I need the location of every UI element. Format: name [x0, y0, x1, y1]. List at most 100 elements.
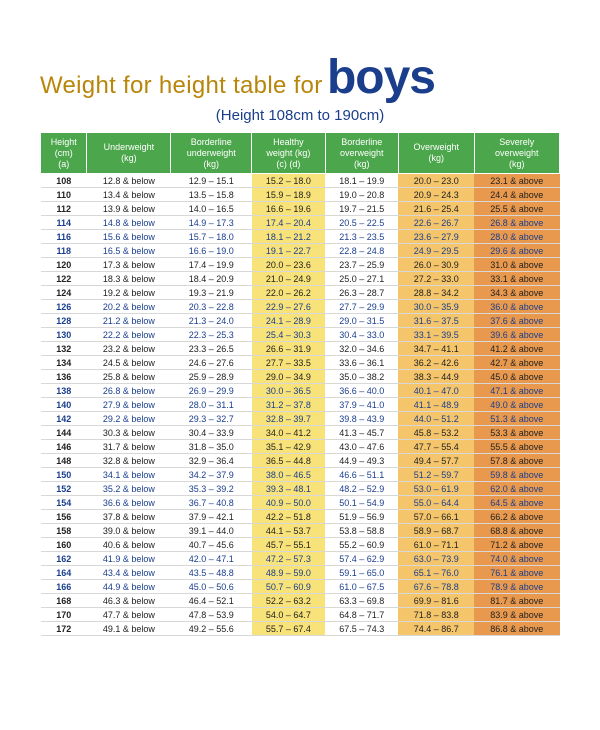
table-row: 13826.8 & below26.9 – 29.930.0 – 36.536.…: [41, 384, 560, 398]
value-cell: 31.7 & below: [87, 440, 171, 454]
value-cell: 32.0 – 34.6: [325, 342, 398, 356]
value-cell: 15.7 – 18.0: [171, 230, 252, 244]
value-cell: 36.7 – 40.8: [171, 496, 252, 510]
value-cell: 24.1 – 28.9: [252, 314, 325, 328]
value-cell: 83.9 & above: [474, 608, 559, 622]
value-cell: 15.9 – 18.9: [252, 188, 325, 202]
value-cell: 45.8 – 53.2: [398, 426, 474, 440]
page-title: Weight for height table for boys: [40, 50, 560, 105]
title-emphasis: boys: [327, 51, 435, 104]
value-cell: 14.9 – 17.3: [171, 216, 252, 230]
value-cell: 37.6 & above: [474, 314, 559, 328]
value-cell: 24.9 – 29.5: [398, 244, 474, 258]
value-cell: 39.3 – 48.1: [252, 482, 325, 496]
height-cell: 130: [41, 328, 87, 342]
value-cell: 33.1 – 39.5: [398, 328, 474, 342]
value-cell: 65.1 – 76.0: [398, 566, 474, 580]
value-cell: 27.7 – 33.5: [252, 356, 325, 370]
table-row: 16443.4 & below43.5 – 48.848.9 – 59.059.…: [41, 566, 560, 580]
height-cell: 138: [41, 384, 87, 398]
value-cell: 61.0 – 71.1: [398, 538, 474, 552]
value-cell: 63.0 – 73.9: [398, 552, 474, 566]
column-header: Underweight(kg): [87, 133, 171, 174]
value-cell: 20.9 – 24.3: [398, 188, 474, 202]
table-row: 11615.6 & below15.7 – 18.018.1 – 21.221.…: [41, 230, 560, 244]
value-cell: 63.3 – 69.8: [325, 594, 398, 608]
value-cell: 31.6 – 37.5: [398, 314, 474, 328]
value-cell: 37.9 – 41.0: [325, 398, 398, 412]
height-cell: 172: [41, 622, 87, 636]
column-header: Overweight(kg): [398, 133, 474, 174]
height-cell: 142: [41, 412, 87, 426]
value-cell: 25.5 & above: [474, 202, 559, 216]
value-cell: 22.6 – 26.7: [398, 216, 474, 230]
table-row: 15034.1 & below34.2 – 37.938.0 – 46.546.…: [41, 468, 560, 482]
value-cell: 46.4 – 52.1: [171, 594, 252, 608]
table-row: 14631.7 & below31.8 – 35.035.1 – 42.943.…: [41, 440, 560, 454]
value-cell: 26.9 – 29.9: [171, 384, 252, 398]
table-row: 17249.1 & below49.2 – 55.655.7 – 67.467.…: [41, 622, 560, 636]
value-cell: 19.0 – 20.8: [325, 188, 398, 202]
value-cell: 22.2 & below: [87, 328, 171, 342]
value-cell: 20.2 & below: [87, 300, 171, 314]
value-cell: 53.0 – 61.9: [398, 482, 474, 496]
table-row: 13424.5 & below24.6 – 27.627.7 – 33.533.…: [41, 356, 560, 370]
table-row: 15235.2 & below35.3 – 39.239.3 – 48.148.…: [41, 482, 560, 496]
height-cell: 122: [41, 272, 87, 286]
value-cell: 45.0 & above: [474, 370, 559, 384]
value-cell: 30.3 & below: [87, 426, 171, 440]
height-cell: 112: [41, 202, 87, 216]
value-cell: 27.9 & below: [87, 398, 171, 412]
value-cell: 31.2 – 37.8: [252, 398, 325, 412]
value-cell: 25.9 – 28.9: [171, 370, 252, 384]
value-cell: 20.5 – 22.5: [325, 216, 398, 230]
value-cell: 17.4 – 20.4: [252, 216, 325, 230]
value-cell: 33.1 & above: [474, 272, 559, 286]
value-cell: 57.4 – 62.9: [325, 552, 398, 566]
table-row: 12218.3 & below18.4 – 20.921.0 – 24.925.…: [41, 272, 560, 286]
value-cell: 22.0 – 26.2: [252, 286, 325, 300]
table-header: Height(cm)(a)Underweight(kg)Borderlineun…: [41, 133, 560, 174]
value-cell: 37.8 & below: [87, 510, 171, 524]
value-cell: 66.2 & above: [474, 510, 559, 524]
value-cell: 51.2 – 59.7: [398, 468, 474, 482]
table-row: 13022.2 & below22.3 – 25.325.4 – 30.330.…: [41, 328, 560, 342]
value-cell: 42.7 & above: [474, 356, 559, 370]
height-cell: 110: [41, 188, 87, 202]
value-cell: 47.1 & above: [474, 384, 559, 398]
value-cell: 42.2 – 51.8: [252, 510, 325, 524]
value-cell: 59.1 – 65.0: [325, 566, 398, 580]
table-row: 12419.2 & below19.3 – 21.922.0 – 26.226.…: [41, 286, 560, 300]
value-cell: 38.0 – 46.5: [252, 468, 325, 482]
value-cell: 26.8 & above: [474, 216, 559, 230]
value-cell: 15.6 & below: [87, 230, 171, 244]
value-cell: 61.0 – 67.5: [325, 580, 398, 594]
value-cell: 62.0 & above: [474, 482, 559, 496]
value-cell: 42.0 – 47.1: [171, 552, 252, 566]
value-cell: 23.2 & below: [87, 342, 171, 356]
value-cell: 21.0 – 24.9: [252, 272, 325, 286]
value-cell: 29.3 – 32.7: [171, 412, 252, 426]
height-cell: 124: [41, 286, 87, 300]
value-cell: 55.0 – 64.4: [398, 496, 474, 510]
value-cell: 14.8 & below: [87, 216, 171, 230]
value-cell: 50.7 – 60.9: [252, 580, 325, 594]
value-cell: 21.3 – 23.5: [325, 230, 398, 244]
value-cell: 44.0 – 51.2: [398, 412, 474, 426]
value-cell: 57.0 – 66.1: [398, 510, 474, 524]
value-cell: 16.6 – 19.6: [252, 202, 325, 216]
value-cell: 59.8 & above: [474, 468, 559, 482]
value-cell: 67.5 – 74.3: [325, 622, 398, 636]
value-cell: 46.3 & below: [87, 594, 171, 608]
value-cell: 27.7 – 29.9: [325, 300, 398, 314]
value-cell: 48.2 – 52.9: [325, 482, 398, 496]
value-cell: 22.3 – 25.3: [171, 328, 252, 342]
table-row: 15839.0 & below39.1 – 44.044.1 – 53.753.…: [41, 524, 560, 538]
value-cell: 44.9 & below: [87, 580, 171, 594]
table-body: 10812.8 & below12.9 – 15.115.2 – 18.018.…: [41, 174, 560, 636]
value-cell: 27.2 – 33.0: [398, 272, 474, 286]
value-cell: 52.2 – 63.2: [252, 594, 325, 608]
value-cell: 18.1 – 19.9: [325, 174, 398, 188]
value-cell: 16.6 – 19.0: [171, 244, 252, 258]
value-cell: 41.3 – 45.7: [325, 426, 398, 440]
